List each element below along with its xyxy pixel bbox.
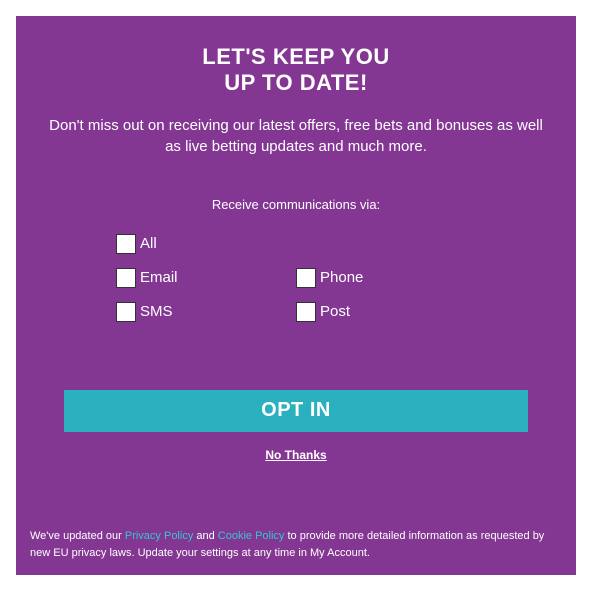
footer-text-and: and <box>193 530 217 542</box>
option-post-label: Post <box>320 303 350 320</box>
privacy-footer: We've updated our Privacy Policy and Coo… <box>30 528 562 561</box>
privacy-policy-link[interactable]: Privacy Policy <box>125 530 193 542</box>
title-line-1: LET'S KEEP YOU <box>202 44 389 69</box>
checkbox-email[interactable] <box>116 268 136 288</box>
communication-options: All Email Phone SMS Post <box>116 234 476 322</box>
options-heading: Receive communications via: <box>40 197 552 212</box>
option-phone[interactable]: Phone <box>296 268 476 288</box>
title-line-2: UP TO DATE! <box>224 70 368 95</box>
consent-modal: LET'S KEEP YOU UP TO DATE! Don't miss ou… <box>16 16 576 575</box>
modal-subtitle: Don't miss out on receiving our latest o… <box>40 115 552 157</box>
option-sms[interactable]: SMS <box>116 302 296 322</box>
decline-row: No Thanks <box>40 446 552 464</box>
no-thanks-link[interactable]: No Thanks <box>265 448 326 462</box>
action-row: OPT IN <box>40 390 552 432</box>
checkbox-post[interactable] <box>296 302 316 322</box>
option-sms-label: SMS <box>140 303 173 320</box>
option-all-label: All <box>140 235 157 252</box>
option-email[interactable]: Email <box>116 268 296 288</box>
footer-text-pre: We've updated our <box>30 530 125 542</box>
checkbox-all[interactable] <box>116 234 136 254</box>
opt-in-button[interactable]: OPT IN <box>64 390 528 432</box>
option-all[interactable]: All <box>116 234 476 254</box>
option-email-label: Email <box>140 269 178 286</box>
cookie-policy-link[interactable]: Cookie Policy <box>218 530 285 542</box>
modal-title: LET'S KEEP YOU UP TO DATE! <box>40 44 552 97</box>
checkbox-phone[interactable] <box>296 268 316 288</box>
option-phone-label: Phone <box>320 269 363 286</box>
checkbox-sms[interactable] <box>116 302 136 322</box>
option-post[interactable]: Post <box>296 302 476 322</box>
